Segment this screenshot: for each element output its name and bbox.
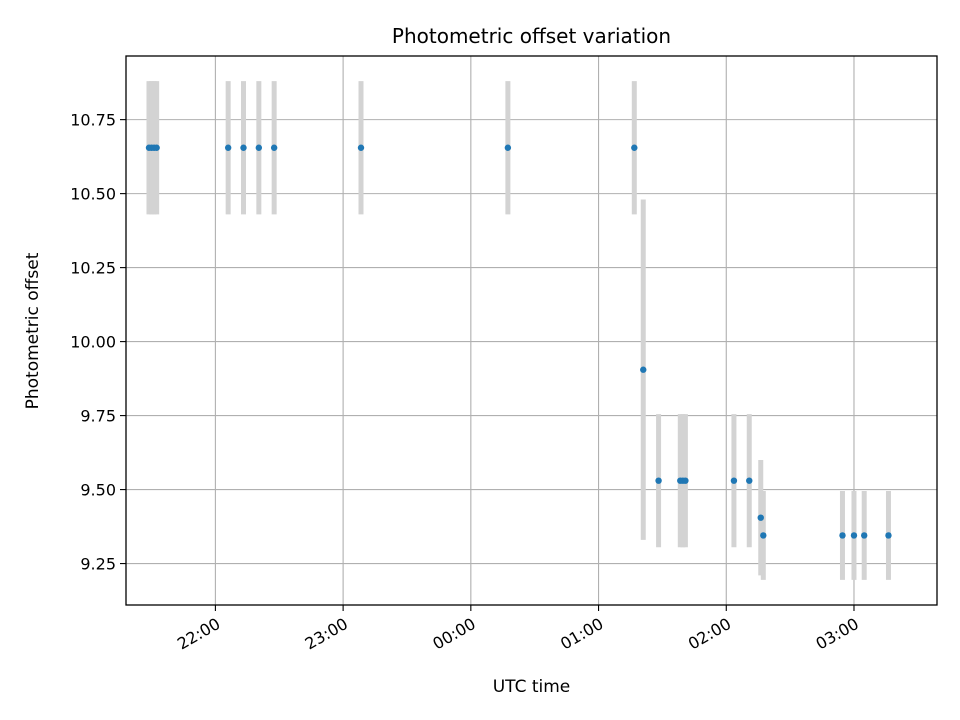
- chart-title: Photometric offset variation: [392, 24, 671, 48]
- y-tick-label: 10.75: [70, 111, 116, 130]
- data-point: [746, 477, 753, 484]
- data-point: [640, 366, 647, 373]
- data-point: [270, 144, 278, 151]
- data-point: [861, 532, 868, 539]
- y-tick-label: 10.25: [70, 259, 116, 278]
- x-axis-title: UTC time: [493, 677, 571, 697]
- data-point: [682, 477, 689, 484]
- y-tick-label: 9.25: [80, 555, 116, 574]
- data-point: [255, 144, 263, 151]
- data-point: [730, 477, 738, 484]
- y-tick-label: 10.50: [70, 185, 116, 204]
- y-tick-label: 9.50: [80, 481, 116, 500]
- y-tick-label: 10.00: [70, 333, 116, 352]
- data-point: [357, 144, 365, 151]
- data-point: [757, 514, 764, 521]
- data-point: [760, 532, 767, 539]
- plot-frame: [125, 55, 938, 606]
- data-points: [145, 144, 892, 539]
- y-axis-title: Photometric offset: [23, 252, 43, 409]
- data-point: [631, 144, 638, 151]
- data-point: [850, 532, 858, 539]
- y-tick-label: 9.75: [80, 407, 116, 426]
- data-point: [839, 532, 846, 539]
- data-point: [224, 144, 232, 151]
- data-point: [240, 144, 247, 151]
- data-point: [885, 532, 892, 539]
- data-point: [153, 144, 160, 151]
- data-point: [655, 477, 662, 484]
- data-point: [504, 144, 512, 151]
